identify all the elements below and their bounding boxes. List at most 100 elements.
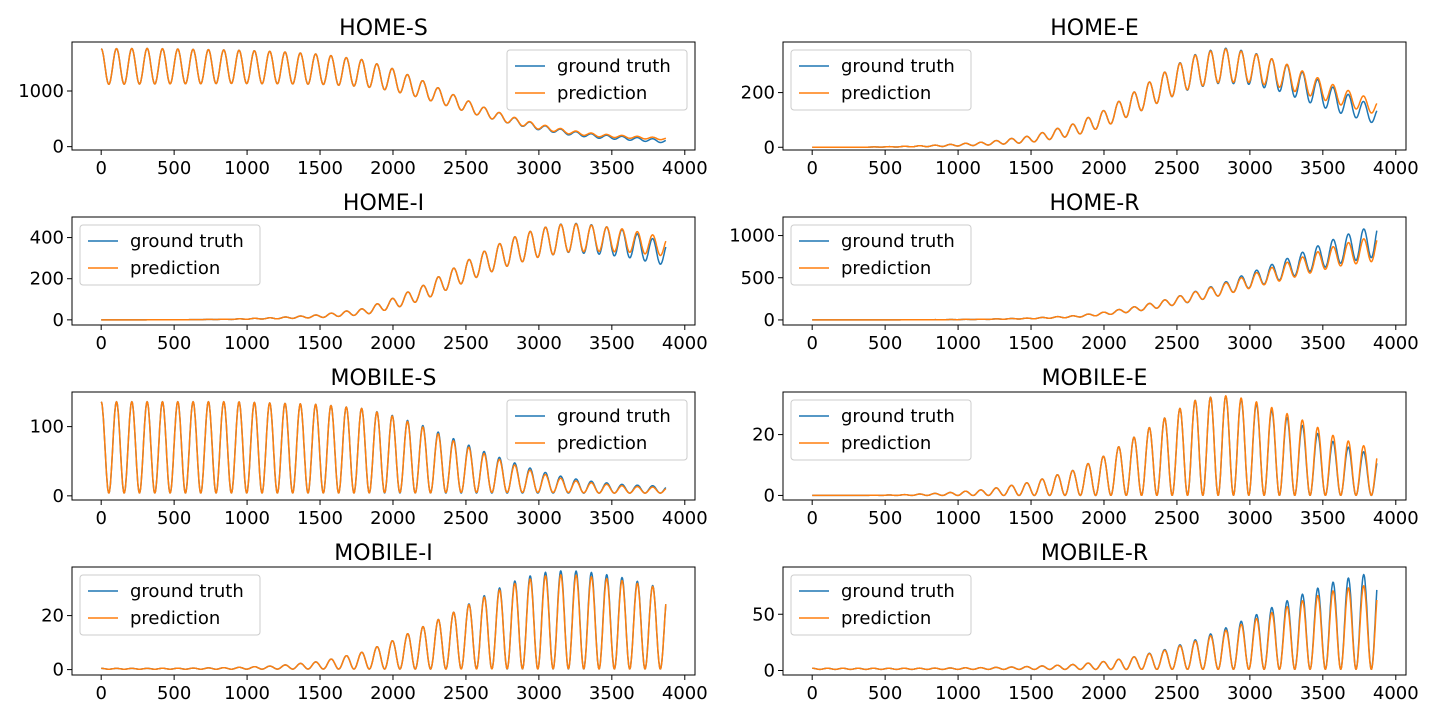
x-tick-label: 3500 xyxy=(589,333,635,354)
x-tick-label: 500 xyxy=(157,158,191,179)
subplot-home-s: HOME-S 0 500 1000 1500 2000 2500 3000 3500 4000 0 1… xyxy=(18,16,708,179)
x-tick-label: 3500 xyxy=(1300,508,1346,529)
y-tick-label: 1000 xyxy=(729,226,775,247)
x-tick-label: 1500 xyxy=(297,333,343,354)
legend: ground truth prediction xyxy=(790,224,972,286)
x-tick-label: 2500 xyxy=(443,508,489,529)
legend-label: prediction xyxy=(841,258,931,279)
legend-label: prediction xyxy=(841,83,931,104)
x-tick-label: 1000 xyxy=(224,508,270,529)
y-tick-label: 50 xyxy=(752,604,775,625)
legend-label: ground truth xyxy=(841,581,955,602)
x-tick-label: 3000 xyxy=(516,158,562,179)
x-tick-label: 3000 xyxy=(1227,158,1273,179)
y-tick-label: 20 xyxy=(41,606,64,627)
x-tick-label: 0 xyxy=(806,333,817,354)
x-tick-label: 2000 xyxy=(1081,683,1127,704)
x-tick-label: 4000 xyxy=(1373,508,1419,529)
x-tick-label: 500 xyxy=(868,333,902,354)
y-tick-label: 100 xyxy=(30,417,64,438)
x-tick-label: 1500 xyxy=(297,508,343,529)
y-tick-label: 0 xyxy=(53,486,64,507)
series-line-prediction xyxy=(811,585,1378,671)
legend-box xyxy=(79,224,261,286)
subplot-title: HOME-S xyxy=(339,16,428,41)
x-tick-label: 500 xyxy=(868,508,902,529)
series-line-prediction xyxy=(100,574,667,670)
y-tick-label: 0 xyxy=(53,660,64,681)
legend: ground truth prediction xyxy=(790,49,972,111)
x-tick-label: 3000 xyxy=(516,333,562,354)
axes-frame xyxy=(71,566,696,676)
legend-label: prediction xyxy=(557,83,647,104)
x-tick-label: 4000 xyxy=(1373,683,1419,704)
x-tick-label: 1500 xyxy=(297,683,343,704)
x-tick-label: 3000 xyxy=(516,683,562,704)
y-tick-label: 0 xyxy=(764,137,775,158)
x-tick-label: 3500 xyxy=(1300,158,1346,179)
x-tick-label: 1000 xyxy=(224,683,270,704)
series-line-prediction xyxy=(811,48,1378,149)
x-tick-label: 4000 xyxy=(662,158,708,179)
legend-label: ground truth xyxy=(557,56,671,77)
x-tick-label: 3000 xyxy=(1227,508,1273,529)
x-tick-label: 2000 xyxy=(370,333,416,354)
x-tick-label: 3000 xyxy=(1227,683,1273,704)
legend-box xyxy=(790,399,972,461)
series-line-prediction xyxy=(100,47,667,141)
subplot-mobile-s: MOBILE-S0 500 1000 1500 2000 2500 3000 3500 4000… xyxy=(30,366,708,529)
y-tick-label: 400 xyxy=(30,228,64,249)
x-tick-label: 1500 xyxy=(1008,158,1054,179)
x-tick-label: 500 xyxy=(157,508,191,529)
x-tick-label: 1000 xyxy=(935,508,981,529)
y-tick-label: 200 xyxy=(741,83,775,104)
x-tick-label: 3500 xyxy=(589,683,635,704)
x-tick-label: 0 xyxy=(95,683,106,704)
legend-box xyxy=(790,224,972,286)
x-tick-label: 3000 xyxy=(1227,333,1273,354)
x-tick-label: 2000 xyxy=(370,683,416,704)
x-tick-label: 2000 xyxy=(1081,158,1127,179)
legend-label: ground truth xyxy=(130,581,244,602)
x-tick-label: 2000 xyxy=(1081,508,1127,529)
legend-label: prediction xyxy=(130,258,220,279)
axes-frame xyxy=(71,391,696,501)
axes-frame xyxy=(782,41,1407,151)
axes-frame xyxy=(782,216,1407,326)
legend: ground truth prediction xyxy=(506,49,688,111)
x-tick-label: 1000 xyxy=(935,333,981,354)
x-tick-label: 2500 xyxy=(1154,333,1200,354)
legend-label: ground truth xyxy=(130,231,244,252)
subplot-title: HOME-I xyxy=(343,191,424,216)
legend: ground truth prediction xyxy=(790,399,972,461)
x-tick-label: 3500 xyxy=(589,508,635,529)
x-tick-label: 1500 xyxy=(1008,508,1054,529)
legend-box xyxy=(506,399,688,461)
x-tick-label: 0 xyxy=(806,158,817,179)
x-tick-label: 0 xyxy=(806,508,817,529)
legend: ground truth prediction xyxy=(506,399,688,461)
legend-label: ground truth xyxy=(841,406,955,427)
x-tick-label: 0 xyxy=(95,333,106,354)
y-tick-label: 0 xyxy=(53,137,64,158)
subplot-title: MOBILE-S xyxy=(331,366,437,391)
subplot-home-r: HOME-R 0 500 1000 1500 2000 2500 3000 3500 4000 0 5… xyxy=(729,191,1419,354)
legend: ground truth prediction xyxy=(79,224,261,286)
x-tick-label: 0 xyxy=(95,158,106,179)
y-tick-label: 500 xyxy=(741,268,775,289)
x-tick-label: 3000 xyxy=(516,508,562,529)
x-tick-label: 2500 xyxy=(1154,158,1200,179)
legend-label: ground truth xyxy=(557,406,671,427)
x-tick-label: 4000 xyxy=(1373,158,1419,179)
legend-label: prediction xyxy=(557,433,647,454)
axes-frame xyxy=(782,566,1407,676)
x-tick-label: 2000 xyxy=(370,508,416,529)
legend-label: ground truth xyxy=(841,56,955,77)
x-tick-label: 2000 xyxy=(1081,333,1127,354)
y-tick-label: 0 xyxy=(764,661,775,682)
x-tick-label: 1000 xyxy=(224,333,270,354)
x-tick-label: 500 xyxy=(868,683,902,704)
legend: ground truth prediction xyxy=(79,574,261,636)
subplot-title: MOBILE-R xyxy=(1041,541,1148,566)
